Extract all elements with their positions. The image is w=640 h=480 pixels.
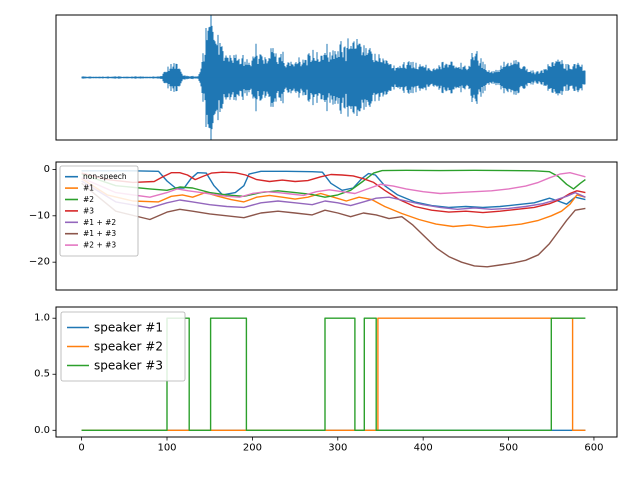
legend-label: speaker #2 bbox=[94, 340, 163, 354]
log-likelihood-data bbox=[81, 169, 586, 268]
legend-label: #2 bbox=[83, 195, 94, 204]
legend-box bbox=[59, 165, 139, 257]
y-tick-label: 1.0 bbox=[34, 313, 50, 324]
log-likelihood-legend: non-speech #1 #2 #3 #1 + #2 #1 + #3 #2 + #3 bbox=[59, 165, 139, 257]
y-tick-label: −10 bbox=[29, 210, 50, 221]
log-likelihood-series--3 bbox=[81, 171, 586, 214]
x-tick-label: 200 bbox=[243, 442, 262, 453]
legend-label: #1 + #2 bbox=[83, 218, 116, 227]
y-tick-label: −20 bbox=[29, 257, 50, 268]
legend-label: speaker #3 bbox=[94, 359, 163, 373]
x-tick-label: 600 bbox=[584, 442, 603, 453]
legend-label: non-speech bbox=[83, 172, 127, 181]
log-likelihood-ticks: 0 −10 −20 bbox=[29, 164, 56, 268]
x-tick-label: 0 bbox=[78, 442, 84, 453]
x-tick-label: 500 bbox=[499, 442, 518, 453]
x-tick-label: 300 bbox=[328, 442, 347, 453]
log-likelihood-series--1-3 bbox=[81, 182, 586, 268]
legend-label: #3 bbox=[83, 206, 94, 215]
y-tick-label: 0 bbox=[44, 164, 50, 175]
speaker-activity-legend: speaker #1 speaker #2 speaker #3 bbox=[60, 311, 186, 382]
waveform-subplot bbox=[55, 14, 618, 141]
speaker-activity-series-speaker-3 bbox=[81, 317, 586, 431]
log-likelihood-series-non-speech bbox=[81, 170, 586, 209]
legend-label: #1 + #3 bbox=[83, 229, 116, 238]
waveform-data bbox=[81, 15, 586, 140]
legend-label: speaker #1 bbox=[94, 321, 163, 335]
log-likelihood-plot-area bbox=[56, 162, 617, 290]
log-likelihood-subplot: 0 −10 −20 non-speech #1 #2 #3 #1 + #2 #1 + #3 #2 … bbox=[29, 161, 618, 291]
log-likelihood-series--1-2 bbox=[81, 180, 586, 211]
x-tick-label: 400 bbox=[414, 442, 433, 453]
y-tick-label: 0.0 bbox=[34, 425, 50, 436]
log-likelihood-series--2-3 bbox=[81, 171, 586, 198]
waveform-border bbox=[55, 14, 618, 141]
log-likelihood-border bbox=[55, 161, 618, 291]
speaker-activity-data bbox=[81, 317, 586, 431]
speaker-activity-ticks: 0.0 0.5 1.0 0 100 200 300 400 500 600 bbox=[34, 313, 603, 454]
legend-label: #1 bbox=[83, 184, 94, 193]
log-likelihood-series--1 bbox=[81, 178, 586, 229]
y-tick-label: 0.5 bbox=[34, 369, 50, 380]
legend-label: #2 + #3 bbox=[83, 241, 116, 250]
legend-box bbox=[60, 311, 186, 382]
speaker-activity-series-speaker-2 bbox=[81, 317, 586, 431]
speaker-activity-border bbox=[55, 306, 618, 438]
x-tick-label: 100 bbox=[157, 442, 176, 453]
